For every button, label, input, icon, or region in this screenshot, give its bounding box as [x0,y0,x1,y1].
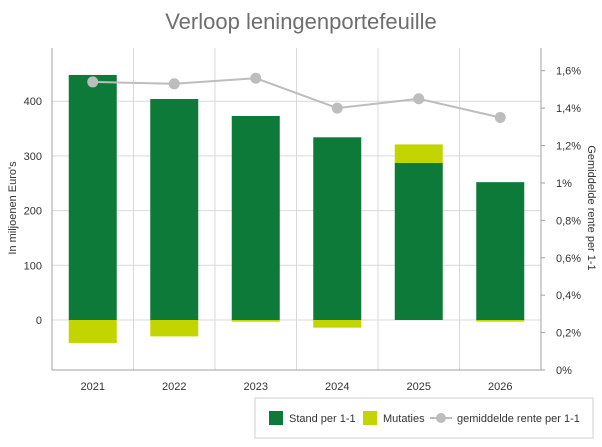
series-rente-line [87,72,506,123]
y-tick-label: 0 [36,315,42,327]
rente-point-2021 [87,76,99,88]
y-tick-label: 100 [24,260,42,272]
y2-tick-label: 0,4% [556,290,581,302]
legend-box [254,397,594,439]
legend-marker-rente [436,413,446,423]
legend: Stand per 1-1 Mutaties gemiddelde rente … [254,397,594,439]
bar-stand-2024 [313,137,362,320]
x-tick-label: 2022 [162,381,186,393]
legend-swatch-stand [269,411,283,425]
bar-stand-2025 [394,163,443,320]
y2-tick-label: 1,6% [556,66,581,78]
axes: 0 100 200 300 400 0% 0,2% 0,4% 0,6% 0,8% 1% 1,2% 1,4… [24,48,581,393]
bar-mutaties-2025 [394,144,443,164]
series-stand-bars [68,74,525,321]
x-tick-label: 2024 [325,381,349,393]
legend-label-mutaties: Mutaties [383,413,425,425]
y-axis-label: In miljoenen Euro's [7,161,19,255]
y2-axis-label: Gemiddelde rente per 1-1 [585,145,597,270]
y2-tick-label: 1,2% [556,141,581,153]
bar-stand-2023 [231,115,280,321]
y2-tick-label: 0,8% [556,215,581,227]
y2-tick-label: 1% [556,178,572,190]
bar-stand-2026 [476,182,525,320]
chart-title: Verloop leningenportefeuille [165,9,437,34]
y-tick-label: 200 [24,206,42,218]
bar-mutaties-2021 [68,320,117,343]
rente-point-2023 [250,72,262,84]
x-tick-label: 2021 [81,381,105,393]
series-mutaties-bars [68,144,525,343]
x-tick-label: 2025 [407,381,431,393]
gridlines [51,48,542,370]
legend-swatch-mutaties [363,411,377,425]
bar-mutaties-2023 [231,320,280,322]
bar-mutaties-2026 [476,320,525,322]
y-tick-label: 400 [24,96,42,108]
rente-point-2022 [168,78,180,90]
y2-tick-label: 1,4% [556,103,581,115]
y2-tick-label: 0,2% [556,328,581,340]
legend-label-stand: Stand per 1-1 [289,413,356,425]
bar-stand-2021 [68,74,117,320]
bar-stand-2022 [150,99,199,321]
legend-label-rente: gemiddelde rente per 1-1 [457,413,580,425]
rente-line-path [92,77,501,119]
y2-tick-label: 0,6% [556,253,581,265]
bar-mutaties-2022 [150,320,199,337]
bar-mutaties-2024 [313,320,362,328]
rente-point-2025 [413,93,425,105]
rente-point-2026 [494,111,506,123]
x-tick-label: 2023 [244,381,268,393]
rente-point-2024 [331,102,343,114]
x-tick-label: 2026 [488,381,512,393]
y2-tick-label: 0% [556,365,572,377]
y-tick-label: 300 [24,151,42,163]
